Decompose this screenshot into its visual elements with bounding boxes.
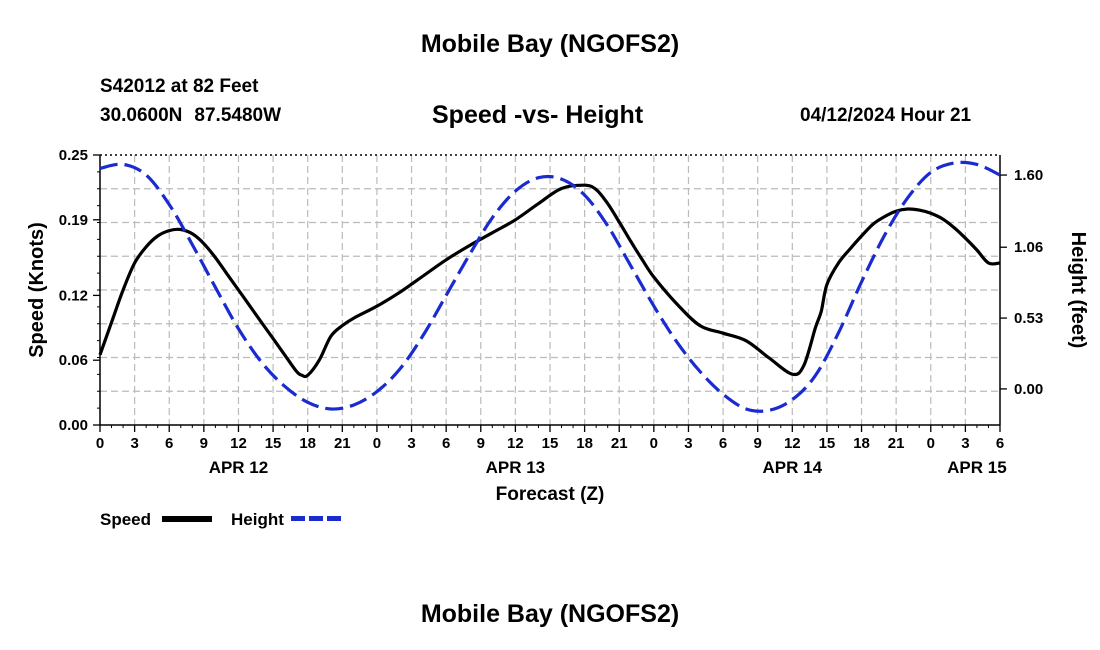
date-label: APR 12 <box>209 458 269 477</box>
x-tick-label: 6 <box>442 435 450 452</box>
x-tick-label: 0 <box>96 435 104 452</box>
x-tick-label: 9 <box>200 435 208 452</box>
x-tick-label: 15 <box>542 435 559 452</box>
x-tick-label: 6 <box>165 435 173 452</box>
x-tick-label: 3 <box>684 435 692 452</box>
date-label: APR 15 <box>947 458 1007 477</box>
x-tick-label: 6 <box>719 435 727 452</box>
longitude: 87.5480W <box>194 105 282 126</box>
station-label: S42012 at 82 Feet <box>100 76 259 97</box>
y-tick-label: 0.06 <box>59 352 88 369</box>
x-tick-label: 3 <box>961 435 969 452</box>
x-tick-label: 0 <box>650 435 658 452</box>
x-tick-label: 15 <box>819 435 836 452</box>
y2-tick-label: 1.06 <box>1014 239 1043 256</box>
legend-speed-label: Speed <box>100 510 152 529</box>
x-axis-title: Forecast (Z) <box>496 484 605 505</box>
legend-height-swatch <box>291 516 343 521</box>
series-speed-line <box>98 183 1001 379</box>
y2-axis-title: Height (feet) <box>1067 232 1089 349</box>
x-tick-label: 3 <box>407 435 415 452</box>
x-tick-label: 9 <box>477 435 485 452</box>
date-label: APR 13 <box>486 458 546 477</box>
x-tick-label: 21 <box>888 435 905 452</box>
y-tick-label: 0.12 <box>59 287 88 304</box>
x-tick-label: 9 <box>754 435 762 452</box>
forecast-timestamp: 04/12/2024 Hour 21 <box>800 105 972 126</box>
footer-title: Mobile Bay (NGOFS2) <box>420 600 680 628</box>
x-tick-label: 21 <box>611 435 628 452</box>
y2-tick-label: 0.00 <box>1014 381 1043 398</box>
latitude: 30.0600N <box>100 105 183 126</box>
y-tick-label: 0.19 <box>59 212 88 229</box>
y2-tick-label: 1.60 <box>1014 167 1043 184</box>
x-tick-label: 0 <box>373 435 381 452</box>
x-tick-label: 6 <box>996 435 1004 452</box>
legend-speed-swatch <box>162 516 212 522</box>
chart-subtitle: Speed -vs- Height <box>432 101 644 129</box>
x-tick-label: 18 <box>853 435 870 452</box>
chart-title: Mobile Bay (NGOFS2) <box>420 30 680 58</box>
station-coordinates: 30.0600N 87.5480W <box>100 105 293 127</box>
x-tick-label: 15 <box>265 435 282 452</box>
y-axis-title: Speed (Knots) <box>26 222 48 358</box>
series-height-line <box>99 160 1001 413</box>
y-tick-label: 0.25 <box>59 147 88 164</box>
x-tick-label: 12 <box>784 435 801 452</box>
x-tick-label: 0 <box>927 435 935 452</box>
y2-tick-label: 0.53 <box>1014 310 1043 327</box>
legend-height-label: Height <box>231 510 284 529</box>
y-tick-label: 0.00 <box>59 417 88 434</box>
x-tick-label: 12 <box>230 435 247 452</box>
x-tick-label: 18 <box>299 435 316 452</box>
x-tick-label: 3 <box>130 435 138 452</box>
x-tick-label: 21 <box>334 435 351 452</box>
date-label: APR 14 <box>763 458 823 477</box>
x-tick-label: 12 <box>507 435 524 452</box>
x-tick-label: 18 <box>576 435 593 452</box>
